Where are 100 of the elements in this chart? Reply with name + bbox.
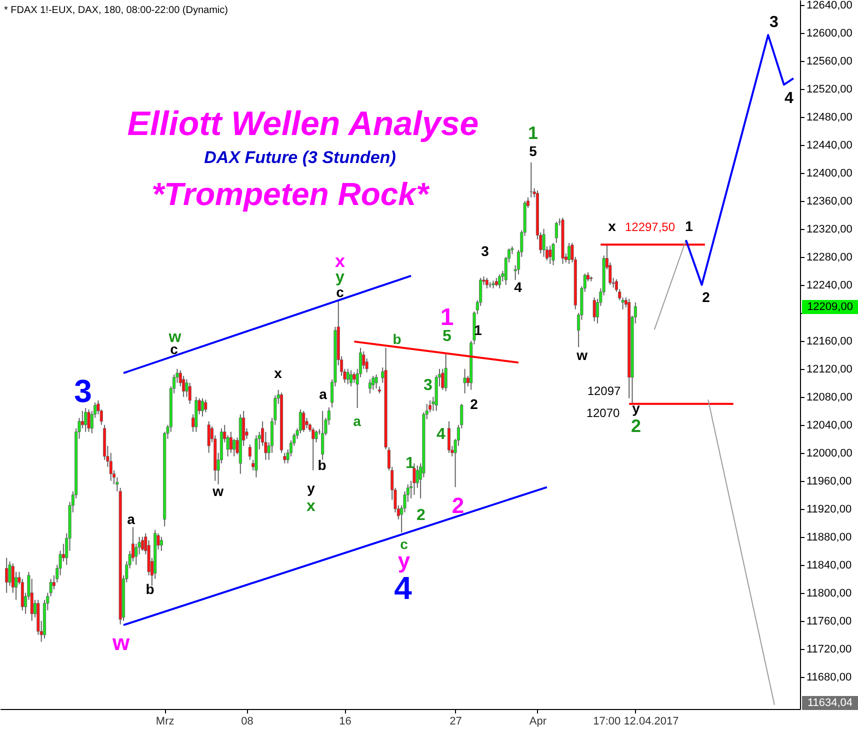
annotation: w [212,483,224,499]
candlestick [548,245,552,264]
annotation: y [336,269,345,286]
annotation: 2 [416,507,426,524]
candlestick [87,408,90,432]
annotation: y [307,480,316,496]
annotation: 3 [481,243,490,259]
candlestick [80,410,84,429]
annotation: 2 [630,416,642,436]
text: DAX Future (3 Stunden) [204,148,396,167]
y-tick-label: 11800,00 [806,587,852,600]
y-tick-label: 12040,00 [806,419,852,432]
candlestick [283,452,286,464]
candlestick [201,398,204,417]
annotation: 12297,50 [624,220,676,234]
candlestick [346,368,350,385]
y-tick-label: 12440,00 [806,139,852,152]
candlestick [368,378,372,394]
annotation: 3 [74,373,92,409]
annotation: 5 [529,143,538,159]
y-tick-label: 11960,00 [806,475,852,488]
text: Elliott Wellen Analyse [127,105,479,143]
candlestick [204,399,208,413]
y-tick-label: 12120,00 [806,363,852,376]
annotation: * FDAX 1!-EUX, DAX, 180, 08:00-22:00 (Dynamic) [4,5,228,16]
candlestick [248,444,252,460]
annotation: 4 [436,426,446,443]
annotation: w [111,630,130,655]
y-tick-label: 12080,00 [806,391,852,404]
y-tick-label: 12160,00 [806,335,852,348]
y-tick-label: 12240,00 [806,279,852,292]
annotation: 1 [528,123,538,143]
y-tick-label: 12000,00 [806,447,852,460]
candlestick [592,296,596,322]
annotation: x [334,251,346,271]
candlestick [568,242,571,264]
candlestick [229,431,232,454]
y-tick-label: 11920,00 [806,503,852,516]
x-tick-label: 27 [450,716,462,728]
annotation: y [632,400,640,416]
x-tick-label: Mrz [156,716,174,728]
candlestick [412,462,416,496]
annotation: 4 [514,279,522,295]
candlestick [542,228,546,258]
candlestick [84,408,88,432]
candlestick [441,368,444,390]
x-tick-label: 16 [339,716,352,728]
candlestick [447,420,450,454]
candlestick [552,242,555,266]
candlestick [498,274,502,289]
candlestick [232,438,236,457]
annotation: a [127,511,136,527]
y-tick-label: 12480,00 [806,111,852,124]
y-tick-label: 12400,00 [806,167,852,180]
candlestick [160,536,163,552]
candlestick [314,430,318,443]
candlestick [352,372,356,384]
y-tick-label: 12600,00 [806,27,852,40]
candlestick [5,557,8,594]
annotation: 2 [702,289,710,305]
annotation: w [576,347,588,363]
candlestick [321,410,324,460]
annotation: 12097 [587,384,622,398]
annotation: 5 [442,328,452,345]
candlestick [374,374,378,389]
y-tick-label: 11760,00 [806,615,852,628]
candlestick [312,427,315,471]
annotation: a [319,386,328,402]
x-tick-label: 17:00 12.04.2017 [593,716,679,728]
y-tick-label: 12280,00 [806,251,852,264]
annotation: b [392,331,402,347]
annotation: 3 [424,377,433,394]
annotation: *Trompeten Rock* [152,176,430,212]
candlestick [372,375,375,390]
x-tick-label: Apr [529,716,547,728]
annotation: b [146,581,154,597]
annotation: x [274,365,282,381]
y-tick-label: 12360,00 [806,195,852,208]
y-tick-label: 11720,00 [806,643,852,656]
annotation: 4 [784,90,794,107]
y-tick-label: 12320,00 [806,223,852,236]
annotation: 2 [452,493,464,518]
y-tick-label: 12520,00 [806,83,852,96]
candlestick [554,221,558,244]
annotation: x [608,218,616,234]
y-tick-label: 12560,00 [806,55,852,68]
candlestick [302,410,306,432]
x-tick-label: 08 [241,716,254,728]
candlestick [140,536,144,552]
line-series [684,34,794,286]
y-tick-label: 11680,00 [806,671,852,684]
candlestick [188,382,192,404]
annotation: 12070 [586,406,620,420]
annotation: x [306,498,316,515]
candlestick [350,370,353,387]
y-tick-label: 12640,00 [806,0,852,12]
candlestick [463,368,466,394]
annotation: 1 [406,455,415,472]
annotation: 1 [685,218,694,234]
y-tick-label: 11840,00 [806,559,852,572]
